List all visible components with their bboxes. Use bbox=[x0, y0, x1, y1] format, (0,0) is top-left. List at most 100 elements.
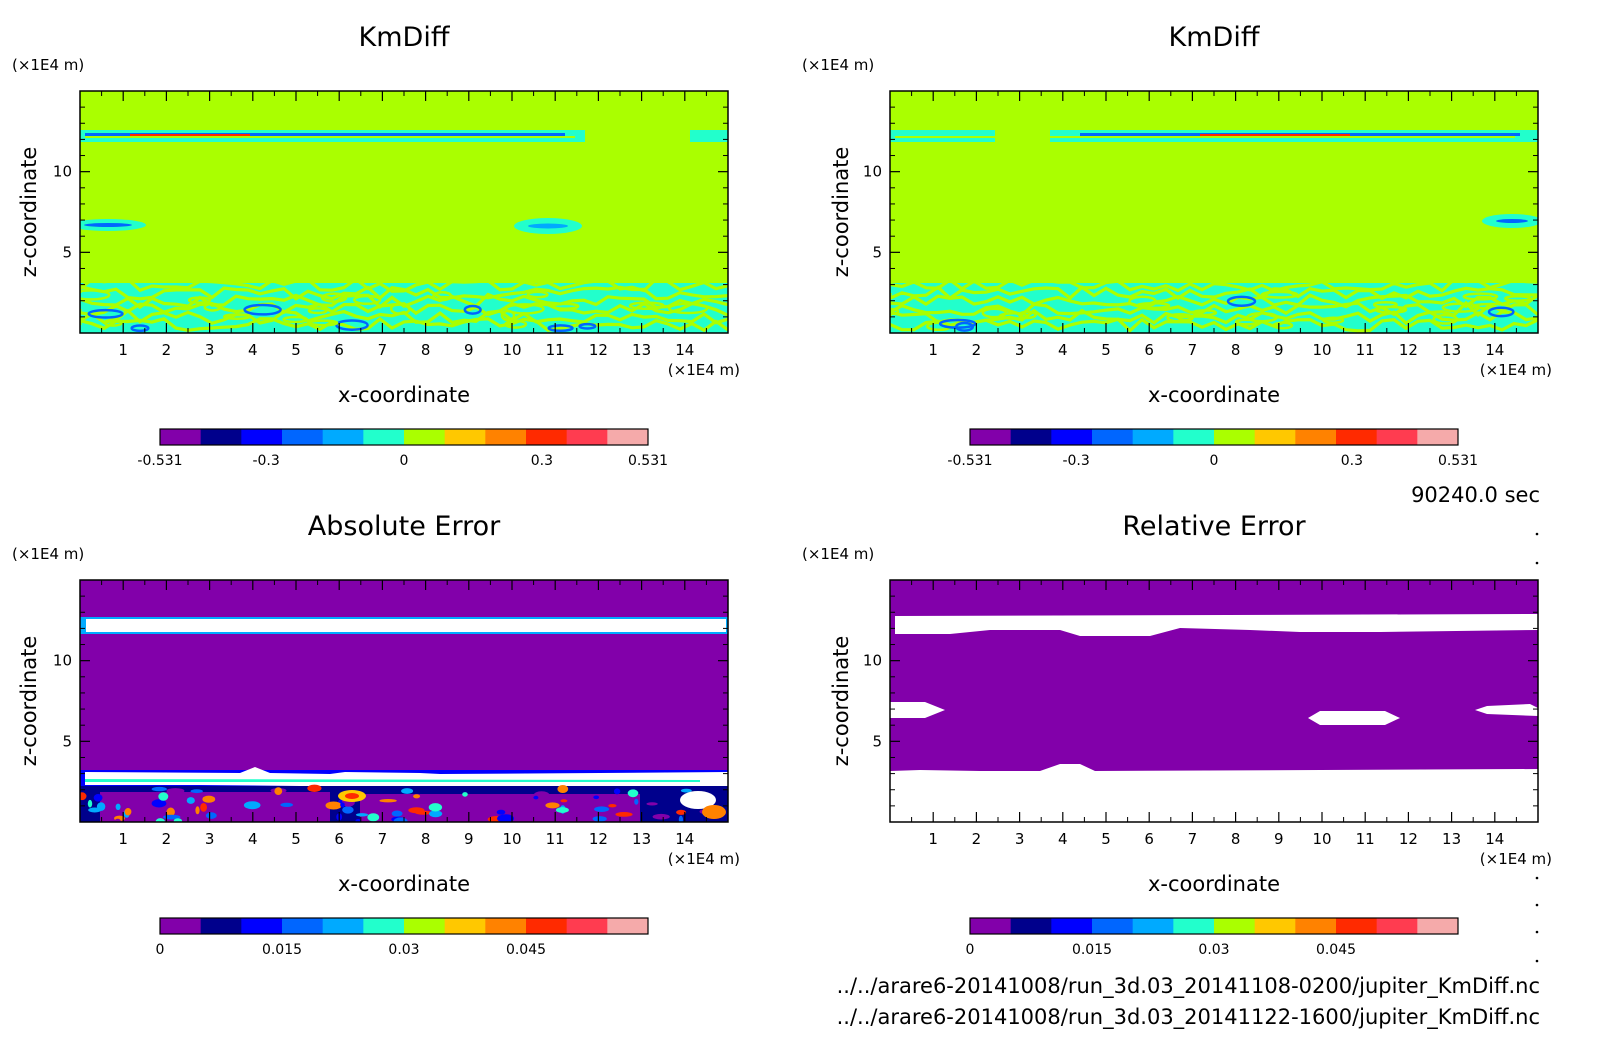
x-tick-label: 7 bbox=[378, 830, 388, 848]
colorbar-swatch bbox=[1295, 429, 1337, 445]
colorbar-swatch bbox=[1417, 429, 1459, 445]
swirl-loop bbox=[222, 313, 252, 320]
x-tick-label: 6 bbox=[1144, 830, 1154, 848]
colorbar-swatch bbox=[1295, 918, 1337, 934]
y-tick-label: 5 bbox=[62, 732, 72, 750]
swirl-stroke bbox=[890, 317, 1538, 333]
swirl-loop bbox=[1246, 311, 1279, 323]
swirl-stroke bbox=[890, 293, 1538, 309]
x-tick-label: 12 bbox=[589, 830, 608, 848]
upper-band-inner bbox=[85, 136, 575, 138]
x-tick-label: 12 bbox=[1399, 830, 1418, 848]
x-tick-label: 11 bbox=[1356, 341, 1375, 359]
colorbar-swatch bbox=[241, 918, 283, 934]
colorbar-swatch bbox=[1417, 918, 1459, 934]
error-speck bbox=[186, 797, 195, 804]
colorbar-swatch bbox=[970, 429, 1012, 445]
error-speck bbox=[462, 792, 468, 797]
error-speck bbox=[594, 806, 610, 812]
colorbar: 0 0.015 0.03 0.045 bbox=[156, 917, 649, 958]
error-speck bbox=[80, 792, 87, 801]
colorbar-swatch bbox=[1132, 918, 1174, 934]
x-tick-label: 14 bbox=[1485, 341, 1504, 359]
swirl-loop bbox=[526, 290, 549, 299]
plot-field bbox=[890, 91, 1538, 333]
swirl-loop bbox=[1462, 292, 1499, 301]
error-speck bbox=[605, 816, 612, 821]
error-speck bbox=[678, 815, 683, 822]
error-speck bbox=[497, 814, 515, 822]
plot-field bbox=[80, 580, 728, 822]
x-tick-label: 8 bbox=[1231, 341, 1241, 359]
colorbar-swatch bbox=[1214, 918, 1256, 934]
error-speck bbox=[87, 799, 93, 808]
x-unit-label: (×1E4 m) bbox=[668, 850, 740, 868]
colorbar-swatch bbox=[404, 429, 446, 445]
error-speck bbox=[222, 803, 237, 812]
y-tick-label: 10 bbox=[53, 652, 72, 670]
colorbar-swatch bbox=[1376, 918, 1418, 934]
colorbar-swatch bbox=[1254, 918, 1296, 934]
error-speck bbox=[274, 787, 283, 795]
plot-field bbox=[890, 580, 1538, 822]
swirl-loop bbox=[80, 289, 111, 301]
swirl-loop bbox=[1260, 290, 1299, 299]
error-speck bbox=[634, 798, 639, 805]
error-hotspot bbox=[680, 791, 716, 809]
swirl-loop bbox=[1322, 316, 1345, 324]
x-tick-label: 5 bbox=[291, 830, 301, 848]
colorbar-swatch bbox=[1092, 918, 1134, 934]
colorbar: -0.531 -0.3 0 0.3 0.531 bbox=[947, 428, 1478, 469]
colorbar-swatch bbox=[607, 429, 649, 445]
upper-white-band bbox=[895, 614, 1538, 636]
colorbar-swatch bbox=[1051, 429, 1093, 445]
error-speck bbox=[608, 804, 617, 808]
x-tick-label: 10 bbox=[1312, 341, 1331, 359]
swirl-loop bbox=[1192, 309, 1218, 317]
file-path-1: ../../arare6-20141008/run_3d.03_20141108… bbox=[837, 974, 1540, 999]
colorbar-swatch bbox=[200, 429, 242, 445]
upper-band-core-red bbox=[130, 134, 250, 136]
error-speck bbox=[200, 803, 208, 812]
swirl-loop bbox=[890, 307, 900, 316]
colorbar-swatch bbox=[363, 918, 405, 934]
colorbar-swatch bbox=[970, 918, 1012, 934]
lower-swirls bbox=[890, 277, 1538, 333]
error-speck bbox=[592, 816, 607, 822]
x-tick-label: 2 bbox=[162, 341, 172, 359]
x-tick-label: 14 bbox=[675, 830, 694, 848]
colorbar-swatch bbox=[1254, 429, 1296, 445]
x-tick-label: 7 bbox=[378, 341, 388, 359]
error-speck bbox=[96, 802, 106, 811]
colorbar-swatch bbox=[526, 429, 568, 445]
error-speck bbox=[428, 803, 443, 812]
upper-band-inner bbox=[895, 136, 1515, 138]
x-ticks: 1 2 3 4 5 6 7 8 9 10 11 12 13 14 bbox=[101, 580, 707, 848]
x-tick-label: 3 bbox=[1015, 830, 1025, 848]
error-speck bbox=[593, 795, 600, 800]
chart-title: Absolute Error bbox=[308, 511, 501, 542]
swirl-loop bbox=[1226, 295, 1257, 307]
y-unit-label: (×1E4 m) bbox=[802, 545, 874, 563]
x-tick-label: 11 bbox=[546, 341, 565, 359]
error-speck bbox=[540, 809, 548, 815]
error-speck bbox=[202, 795, 216, 803]
mid-white-patch bbox=[1308, 711, 1400, 725]
x-tick-label: 9 bbox=[1274, 830, 1284, 848]
swirl-stroke bbox=[890, 285, 1538, 301]
y-ticks: 5 10 bbox=[863, 106, 1538, 318]
error-speck bbox=[496, 809, 506, 815]
error-speck bbox=[155, 818, 165, 822]
swirl-stroke bbox=[80, 292, 728, 310]
colorbar-frame bbox=[159, 917, 649, 935]
colorbar-swatch bbox=[160, 918, 202, 934]
y-ticks: 5 10 bbox=[53, 106, 728, 318]
x-ticks: 1 2 3 4 5 6 7 8 9 10 11 12 13 14 bbox=[101, 91, 707, 359]
error-speck bbox=[443, 799, 452, 805]
error-speck bbox=[652, 813, 670, 820]
panel-kmdiff-left: KmDiff (×1E4 m) 1 2 3 4 5 6 7 8 9 10 11 12 13 14 510 … bbox=[12, 22, 740, 469]
upper-band-core-red bbox=[1200, 134, 1350, 136]
swirl-loop bbox=[1372, 300, 1398, 309]
swirl-loop bbox=[463, 304, 482, 315]
